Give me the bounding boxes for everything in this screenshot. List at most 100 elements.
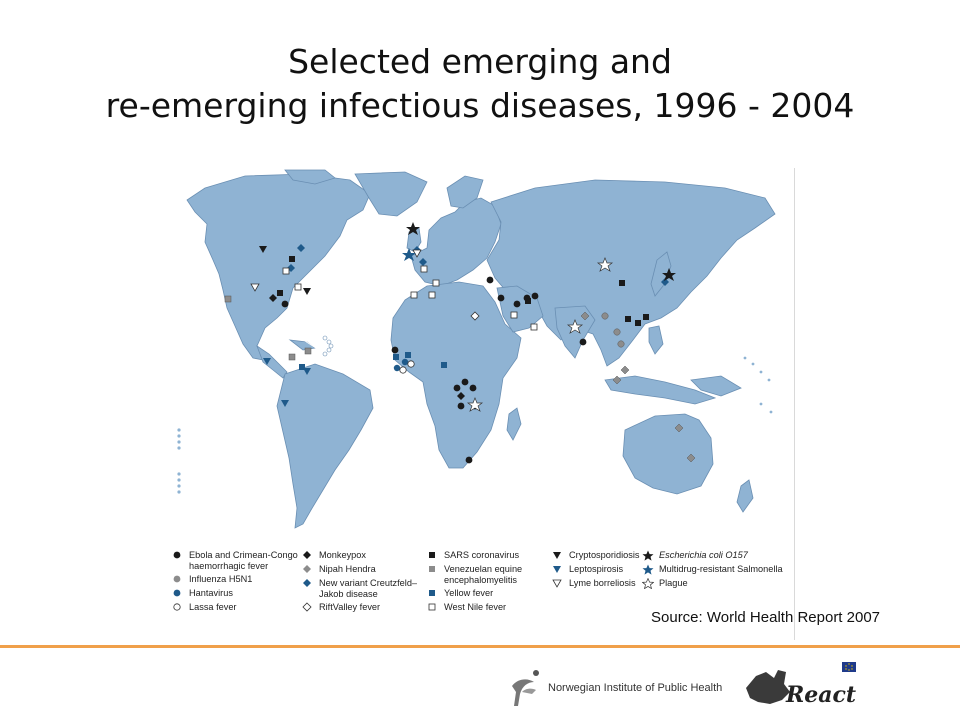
south-america-shape xyxy=(276,363,374,529)
react-logo-graphic: React xyxy=(746,662,856,708)
legend-label: Yellow fever xyxy=(444,588,494,598)
legend-label: Leptospirosis xyxy=(569,564,624,574)
nliph-figure-icon xyxy=(512,670,539,706)
grey-diamond-icon xyxy=(303,565,311,573)
legend-item: Ebola and Crimean-Congo haemorrhagic fev… xyxy=(172,550,302,571)
australia-shape xyxy=(622,413,714,495)
land-masses xyxy=(186,169,776,529)
markers-hantavirus xyxy=(393,358,409,372)
markers-vee xyxy=(224,295,312,361)
markers-westnile xyxy=(282,265,538,331)
legend-label: Lyme borreliosis xyxy=(569,578,636,588)
arabia-shape xyxy=(496,285,544,333)
black-diamond-icon xyxy=(303,551,311,559)
legend-column-squares: SARS coronavirus Venezuelan equine encep… xyxy=(427,550,552,616)
black-circle-icon xyxy=(173,551,181,559)
legend-label: Nipah Hendra xyxy=(319,564,376,574)
markers-lepto xyxy=(263,358,311,407)
white-circle-icon xyxy=(173,603,181,611)
markers-plague xyxy=(466,257,614,412)
legend-item: Hantavirus xyxy=(172,588,302,599)
legend-item: Venezuelan equine encephalomyelitis xyxy=(427,564,552,585)
nliph-logo: Norwegian Institute of Public Health xyxy=(508,668,722,708)
grey-circle-icon xyxy=(173,575,181,583)
new-zealand-shape xyxy=(736,479,754,513)
legend-item: Nipah Hendra xyxy=(302,564,427,575)
central-america-shape xyxy=(256,344,288,379)
legend-column-circles: Ebola and Crimean-Congo haemorrhagic fev… xyxy=(172,550,302,616)
black-star-icon xyxy=(642,550,654,561)
react-logo: React xyxy=(742,658,860,710)
markers-lyme xyxy=(250,249,422,292)
legend-label: West Nile fever xyxy=(444,602,507,612)
legend-label: Ebola and Crimean-Congo haemorrhagic fev… xyxy=(189,550,298,571)
indonesia-shape xyxy=(604,375,717,405)
legend-item: Lassa fever xyxy=(172,602,302,613)
markers-lassa xyxy=(399,360,415,374)
legend-label: Monkeypox xyxy=(319,550,366,560)
white-square-icon xyxy=(428,603,436,611)
markers-nipah xyxy=(580,311,696,463)
slide-title-line2: re-emerging infectious diseases, 1996 - … xyxy=(105,86,855,125)
markers-influenza xyxy=(601,312,625,348)
caribbean-shape xyxy=(288,339,316,351)
legend-column-diamonds: Monkeypox Nipah Hendra New variant Creut… xyxy=(302,550,427,616)
markers-riftvalley xyxy=(470,311,480,321)
legend-label: Lassa fever xyxy=(189,602,237,612)
arctic-islands-shape xyxy=(284,169,336,185)
blue-circle-icon xyxy=(173,589,181,597)
legend-column-triangles: Cryptosporidiosis Leptospirosis Lyme bor… xyxy=(552,550,662,592)
philippines-shape xyxy=(648,325,664,355)
caribbean-connectors xyxy=(284,327,332,355)
legend-item: Influenza H5N1 xyxy=(172,574,302,585)
white-star-icon xyxy=(642,578,654,589)
pacific-islands xyxy=(177,356,773,494)
white-triangle-icon xyxy=(552,579,562,588)
legend-label: Plague xyxy=(659,578,688,588)
madagascar-shape xyxy=(506,407,522,441)
slide-title-line1: Selected emerging and xyxy=(288,42,672,81)
legend-item: Cryptosporidiosis xyxy=(552,550,662,561)
new-guinea-shape xyxy=(690,375,742,397)
blue-diamond-icon xyxy=(303,579,311,587)
legend-label: Multidrug-resistant Salmonella xyxy=(659,564,783,574)
legend-label: Escherichia coli O157 xyxy=(659,550,748,560)
markers-salmonella xyxy=(402,248,416,261)
legend-item: Plague xyxy=(642,578,792,589)
legend-item: Yellow fever xyxy=(427,588,552,599)
black-square-icon xyxy=(429,552,435,558)
markers-ecoli xyxy=(406,222,676,281)
footer-accent-line xyxy=(0,645,960,648)
world-map xyxy=(165,168,795,643)
legend-label: Hantavirus xyxy=(189,588,233,598)
institute-name: Norwegian Institute of Public Health xyxy=(548,682,723,694)
legend-item: Escherichia coli O157 xyxy=(642,550,792,561)
legend-item: West Nile fever xyxy=(427,602,552,613)
world-map-svg xyxy=(177,169,776,529)
greenland-shape xyxy=(354,171,428,217)
legend-item: Multidrug-resistant Salmonella xyxy=(642,564,792,575)
blue-square-icon xyxy=(429,590,435,596)
legend-item: Leptospirosis xyxy=(552,564,662,575)
map-legend: Ebola and Crimean-Congo haemorrhagic fev… xyxy=(172,550,792,640)
black-triangle-icon xyxy=(553,552,561,559)
blue-star-icon xyxy=(642,564,654,575)
asia-shape xyxy=(486,179,776,367)
map-markers xyxy=(224,222,696,464)
legend-label: SARS coronavirus xyxy=(444,550,520,560)
legend-label: New variant Creutzfeld–Jakob disease xyxy=(319,578,418,599)
markers-yellowfever xyxy=(299,352,447,370)
legend-item: New variant Creutzfeld–Jakob disease xyxy=(302,578,427,599)
north-america-shape xyxy=(186,173,371,361)
legend-column-stars: Escherichia coli O157 Multidrug-resistan… xyxy=(642,550,792,592)
blue-triangle-icon xyxy=(553,566,561,573)
scandinavia-shape xyxy=(446,175,484,209)
legend-label: Influenza H5N1 xyxy=(189,574,253,584)
source-caption: Source: World Health Report 2007 xyxy=(651,609,881,626)
markers-sars xyxy=(277,256,649,326)
markers-monkeypox xyxy=(269,294,465,400)
markers-crypto xyxy=(259,246,311,295)
europe-shape xyxy=(410,197,502,287)
grey-square-icon xyxy=(429,566,435,572)
legend-item: RiftValley fever xyxy=(302,602,427,613)
